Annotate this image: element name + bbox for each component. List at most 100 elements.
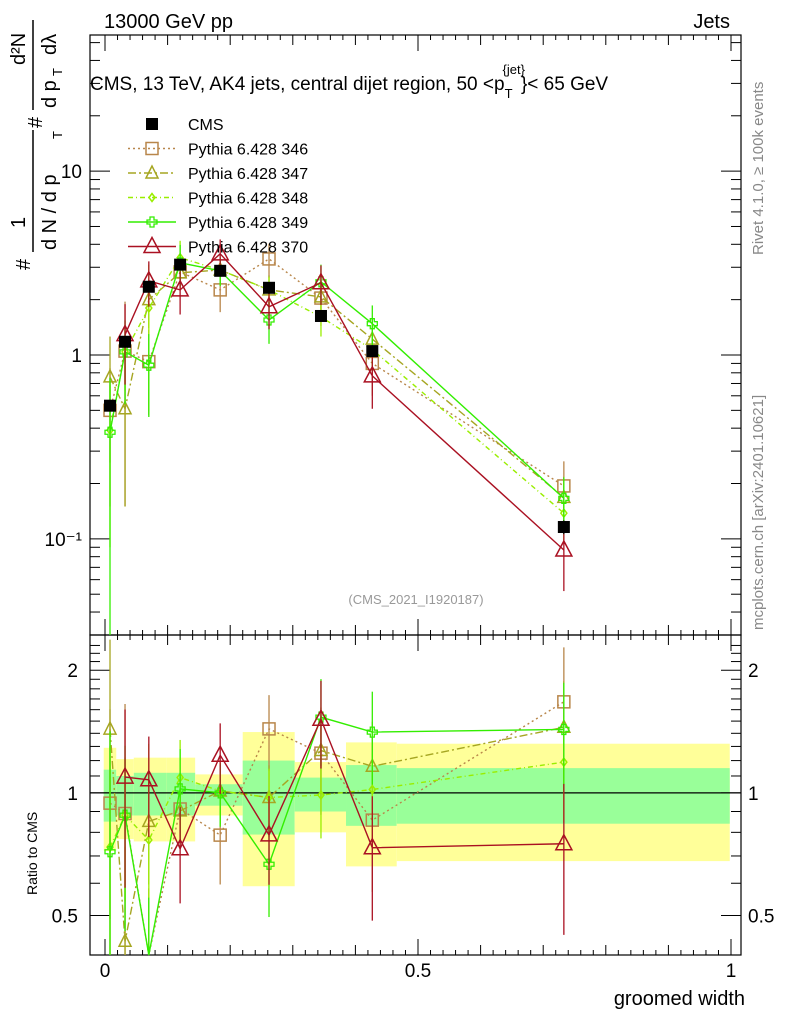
ratio-line	[124, 717, 564, 851]
data-point	[263, 281, 276, 294]
ratio-y-tick-label: 2	[748, 661, 759, 682]
data-point	[554, 539, 574, 557]
ylabel-c: d N / d p	[39, 174, 61, 250]
title-sub: T	[505, 86, 513, 101]
data-point	[139, 769, 159, 787]
data-point	[317, 789, 325, 801]
data-point	[213, 828, 227, 842]
title-post: }< 65 GeV	[521, 74, 608, 95]
legend-label: Pythia 6.428 349	[188, 215, 308, 232]
legend-item: Pythia 6.428 347	[128, 164, 308, 183]
data-point	[144, 834, 153, 846]
rivet-label: Rivet 4.1.0, ≥ 100k events	[750, 82, 767, 255]
data-point	[368, 784, 377, 795]
data-point	[363, 837, 382, 855]
data-point	[146, 216, 158, 228]
legend-label: Pythia 6.428 348	[188, 191, 308, 208]
ratio-ylabel: Ratio to CMS	[24, 812, 40, 895]
data-point	[144, 164, 160, 179]
header-left: 13000 GeV pp	[104, 11, 233, 33]
ylabel-f: d²N	[8, 33, 30, 65]
ratio-y-tick-label: 1	[67, 784, 78, 805]
ylabel-e: #	[25, 116, 47, 128]
data-point	[363, 365, 382, 383]
x-tick-label: 0	[100, 961, 111, 982]
watermark: (CMS_2021_I1920187)	[348, 592, 483, 607]
legend-label: Pythia 6.428 346	[188, 142, 308, 159]
y-axis-label: # 1 d N / d p T # d²N d p T dλ	[8, 20, 65, 270]
x-tick-label: 0.5	[405, 961, 431, 982]
ylabel-g: d p	[39, 80, 61, 108]
data-point	[170, 838, 190, 856]
band-inner	[195, 784, 243, 806]
legend-item: Pythia 6.428 348	[128, 191, 308, 208]
ratio-y-tick-label: 1	[748, 784, 759, 805]
y-tick-label: 10	[61, 162, 82, 183]
legend-item: CMS	[146, 117, 224, 134]
mcplots-label: mcplots.cern.ch [arXiv:2401.10621]	[750, 395, 767, 630]
data-point	[210, 744, 230, 762]
ratio-bands	[90, 732, 741, 887]
band-inner	[133, 772, 167, 816]
axes: 0 0.5 1 10⁻¹ 1 10 0.5 0.5 1 1 2 2	[45, 34, 774, 982]
ratio-y-tick-label: 2	[67, 661, 78, 682]
data-point	[214, 787, 226, 799]
ylabel-h: T	[50, 68, 65, 76]
y-tick-label: 1	[71, 346, 82, 367]
ratio-y-tick-label: 0.5	[748, 907, 774, 928]
plot-title: CMS, 13 TeV, AK4 jets, central dijet reg…	[90, 62, 608, 101]
data-point	[558, 723, 570, 736]
legend-label: Pythia 6.428 347	[188, 166, 308, 183]
data-point	[142, 280, 155, 293]
ylabel-i: dλ	[39, 34, 61, 55]
data-point	[119, 809, 131, 821]
y-tick-label: 10⁻¹	[45, 530, 83, 551]
series-layer	[102, 239, 574, 956]
data-point	[311, 272, 331, 290]
data-point	[311, 708, 331, 727]
data-point	[142, 235, 162, 254]
data-point	[104, 426, 116, 438]
data-point	[262, 722, 276, 736]
data-point	[117, 932, 133, 948]
series-line	[124, 252, 565, 551]
data-point	[170, 279, 190, 297]
data-point	[259, 824, 279, 842]
x-tick-label: 1	[726, 961, 737, 982]
data-point	[119, 346, 131, 358]
data-point	[214, 264, 227, 277]
series-cms	[104, 258, 570, 535]
band-inner	[346, 765, 397, 826]
ratio-y-tick-label: 0.5	[52, 907, 78, 928]
data-point	[146, 118, 158, 130]
data-point	[119, 335, 132, 348]
data-point	[262, 252, 276, 266]
header-right: Jets	[693, 11, 730, 33]
data-point	[554, 833, 574, 851]
data-point	[104, 399, 117, 412]
data-point	[314, 309, 327, 322]
data-point	[210, 243, 230, 261]
data-point	[148, 192, 156, 203]
data-point	[263, 314, 275, 326]
data-point	[366, 318, 378, 330]
data-point	[174, 783, 186, 795]
title-sup: {jet}	[503, 62, 526, 77]
data-point	[117, 400, 133, 415]
series-line	[109, 262, 565, 499]
data-point	[104, 846, 116, 858]
title-pre: CMS, 13 TeV, AK4 jets, central dijet reg…	[90, 74, 505, 95]
data-point	[366, 726, 378, 738]
ratio-frame	[89, 634, 742, 956]
series-line	[109, 269, 565, 498]
data-point	[263, 858, 275, 870]
data-point	[115, 766, 135, 784]
legend-item: Pythia 6.428 370	[128, 235, 308, 257]
data-point	[366, 345, 379, 358]
legend-label: CMS	[188, 117, 224, 134]
legend-item: Pythia 6.428 346	[128, 142, 308, 159]
data-point	[143, 359, 155, 371]
data-point	[259, 296, 279, 314]
data-point	[558, 492, 570, 505]
